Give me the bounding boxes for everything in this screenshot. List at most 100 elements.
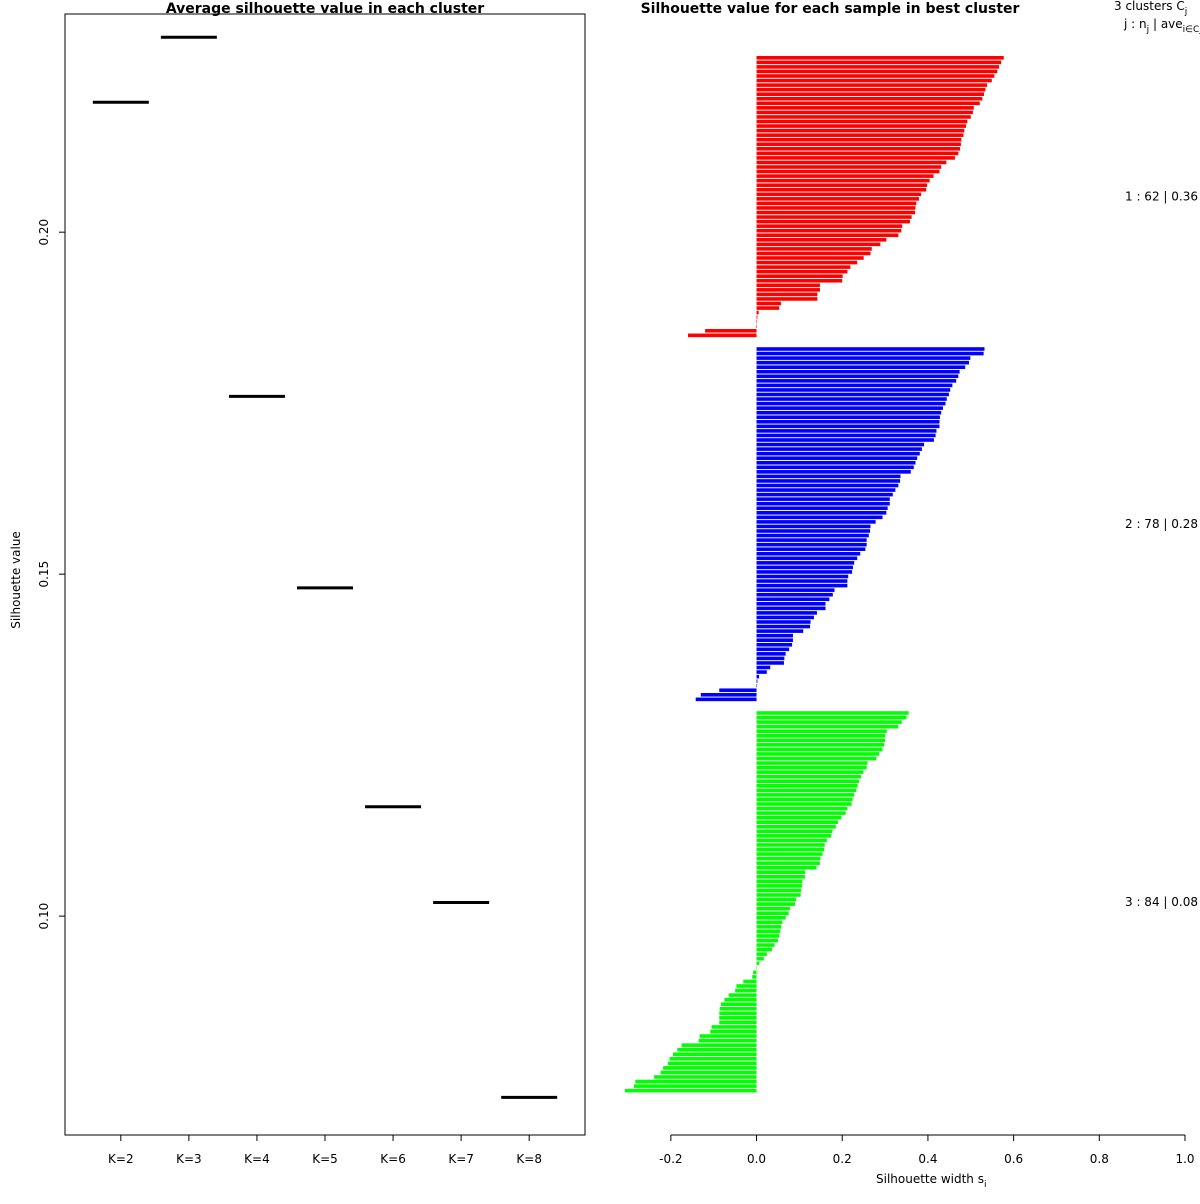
silhouette-bar [756, 92, 985, 96]
silhouette-bar [756, 501, 890, 506]
right-x-axis: -0.2 0.0 0.2 0.4 0.6 0.8 1.0 [659, 1134, 1195, 1166]
silhouette-bar [756, 633, 793, 638]
silhouette-bar [756, 642, 793, 647]
silhouette-bar [756, 488, 896, 492]
left-x-tick-label: K=2 [108, 1152, 134, 1166]
left-y-tick-label: 0.10 [37, 903, 51, 930]
silhouette-bar [756, 233, 899, 238]
left-series [92, 35, 558, 1099]
silhouette-bar [756, 852, 823, 856]
silhouette-bar [756, 224, 903, 228]
silhouette-bar [756, 856, 821, 861]
silhouette-bar [756, 256, 864, 260]
silhouette-bar [756, 920, 783, 925]
silhouette-bar [756, 779, 859, 784]
silhouette-bar [756, 583, 848, 588]
silhouette-bar [756, 756, 877, 761]
silhouette-bar [719, 1020, 757, 1025]
silhouette-bar [756, 56, 1004, 60]
silhouette-bar [756, 893, 801, 897]
silhouette-bar [672, 1052, 757, 1057]
silhouette-bar [756, 683, 758, 688]
silhouette-bar [756, 174, 934, 178]
silhouette-bar [681, 1043, 757, 1047]
silhouette-bar [756, 875, 805, 879]
legend-header-line2: j : nj | avei∈Cj s [1123, 17, 1200, 35]
silhouette-bar [756, 274, 843, 278]
silhouette-bar [756, 561, 855, 565]
silhouette-bar [756, 465, 914, 470]
silhouette-bar [756, 906, 790, 911]
silhouette-bar [756, 788, 857, 793]
silhouette-bar [756, 65, 1000, 69]
silhouette-bar [756, 624, 811, 629]
silhouette-bar [756, 902, 796, 906]
silhouette-bar [756, 529, 871, 533]
silhouette-bar [756, 824, 836, 829]
silhouette-bar [756, 752, 880, 756]
right-x-tick-label: 0.0 [747, 1152, 766, 1166]
silhouette-bar [756, 319, 758, 324]
silhouette-bar [756, 897, 796, 902]
silhouette-bar [756, 479, 901, 483]
silhouette-bar [756, 865, 817, 870]
silhouette-bar [756, 128, 965, 133]
silhouette-bar [756, 96, 983, 101]
silhouette-bar [756, 110, 973, 115]
silhouette-bar [756, 592, 833, 597]
silhouette-bar [756, 961, 760, 966]
silhouette-bar [756, 360, 970, 365]
silhouette-bar [756, 738, 886, 743]
silhouette-bar [756, 424, 940, 429]
silhouette-bar [756, 474, 901, 479]
silhouette-bar [756, 142, 961, 147]
silhouette-bar [756, 324, 757, 329]
silhouette-bar [756, 724, 899, 729]
left-plot-box [64, 13, 586, 1136]
silhouette-bar [756, 947, 772, 952]
silhouette-bar [756, 515, 883, 520]
silhouette-bar [756, 74, 995, 78]
silhouette-bar [756, 156, 955, 160]
silhouette-bar [756, 733, 886, 738]
silhouette-bar [756, 670, 767, 674]
cluster-label: 2 : 78 | 0.28 [1125, 517, 1198, 531]
silhouette-bar [756, 588, 835, 592]
silhouette-bar [756, 451, 920, 456]
silhouette-bar [756, 133, 964, 137]
silhouette-bar [756, 210, 916, 215]
silhouette-bar [654, 1075, 757, 1079]
silhouette-bar [677, 1047, 757, 1052]
silhouette-bar [756, 78, 992, 83]
silhouette-bar [756, 538, 867, 542]
silhouette-bar [756, 137, 962, 142]
silhouette-bar [756, 861, 820, 865]
silhouette-bar [756, 638, 793, 642]
silhouette-bar [756, 743, 885, 747]
silhouette-bar [756, 242, 881, 247]
left-x-tick-label: K=4 [244, 1152, 270, 1166]
silhouette-bar [756, 283, 820, 288]
silhouette-bar [736, 984, 757, 988]
left-y-tick-label: 0.15 [37, 561, 51, 588]
right-x-axis-label: Silhouette width si [876, 1172, 987, 1190]
left-x-tick-label: K=7 [448, 1152, 474, 1166]
silhouette-bar [756, 165, 942, 169]
silhouette-bar [756, 347, 985, 351]
silhouette-bar [756, 83, 988, 87]
silhouette-bar [756, 838, 827, 843]
silhouette-bar [756, 497, 890, 501]
silhouette-bar [756, 456, 918, 460]
silhouette-bar [756, 520, 876, 524]
silhouette-bar [756, 888, 802, 893]
silhouette-bar [756, 761, 868, 765]
silhouette-bar [756, 966, 758, 970]
silhouette-bar [756, 483, 899, 488]
silhouette-bar [756, 438, 934, 442]
silhouette-bar [756, 383, 953, 388]
silhouette-bar [635, 1079, 757, 1084]
silhouette-bar [698, 1038, 757, 1043]
silhouette-bar [756, 533, 869, 538]
silhouette-bar [756, 297, 818, 301]
silhouette-bar [756, 278, 843, 283]
